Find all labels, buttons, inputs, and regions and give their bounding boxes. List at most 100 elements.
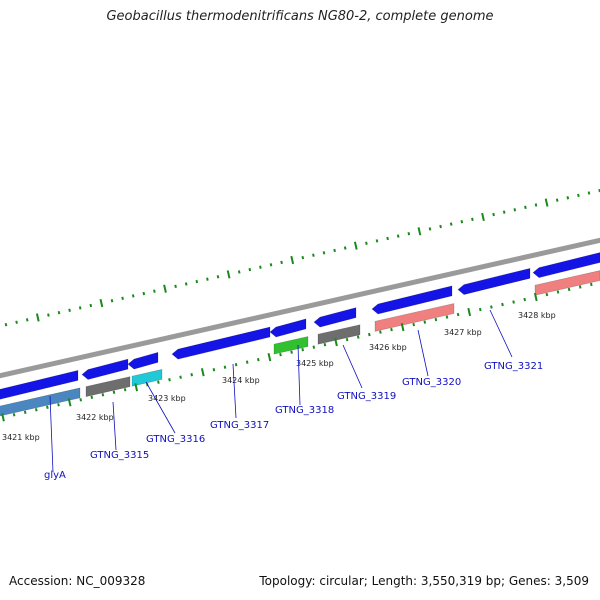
ruler-dot (157, 380, 160, 384)
feature-3320 (374, 303, 455, 332)
scale-ruler (1, 282, 593, 422)
ruler-dot (423, 320, 427, 324)
gene-label[interactable]: GTNG_3321 (484, 361, 543, 372)
gene-arrow-3 (127, 351, 159, 370)
ruler-dot (323, 342, 327, 347)
feature-3315 (85, 376, 131, 397)
accession-text: Accession: NC_009328 (9, 574, 146, 588)
ruler-dot (79, 398, 83, 402)
gene-callout-line (342, 344, 363, 389)
gene-arrow-4 (171, 326, 271, 360)
gene-callout-line (112, 401, 117, 451)
scale-tick-label: 3421 kbp (2, 433, 40, 442)
gene-label[interactable]: GTNG_3316 (146, 434, 205, 445)
outer-dot (269, 263, 273, 267)
ruler-dot (223, 365, 227, 369)
outer-dot (110, 299, 114, 303)
gene-label[interactable]: GTNG_3319 (337, 391, 396, 402)
outer-dot (460, 220, 464, 224)
gene-arrow-5 (269, 318, 307, 338)
outer-dot (57, 310, 61, 315)
outer-major-tick (99, 298, 104, 308)
outer-major-tick (290, 255, 295, 265)
ruler-major-tick (134, 383, 139, 392)
gene-callout-line (297, 344, 301, 406)
ruler-dot (168, 378, 171, 382)
scale-tick-label: 3428 kbp (518, 311, 556, 320)
gene-arrow-7 (371, 285, 453, 315)
outer-major-tick (226, 270, 231, 279)
outer-major-tick (35, 313, 40, 322)
outer-dot (25, 318, 29, 322)
ruler-dot (179, 375, 182, 379)
gene-label[interactable]: GTNG_3318 (275, 405, 334, 416)
outer-dot (89, 303, 93, 308)
outer-dot (68, 308, 71, 312)
gene-callout-line (49, 395, 54, 473)
scale-tick-label: 3422 kbp (76, 413, 114, 422)
genome-backbone (0, 237, 600, 379)
ruler-dot (312, 345, 316, 349)
rna-feature-glyA (0, 387, 81, 417)
outer-dot (153, 289, 156, 293)
gene-arrow-6 (313, 307, 357, 328)
gene-label[interactable]: GTNG_3320 (402, 377, 461, 388)
outer-dot (322, 251, 326, 255)
gene-label[interactable]: GTNG_3315 (90, 450, 149, 461)
ruler-dot (301, 347, 305, 352)
outer-dot (131, 294, 135, 298)
outer-dot (195, 279, 199, 284)
ruler-dot (57, 403, 60, 407)
ruler-dot (456, 312, 460, 317)
ruler-dot (23, 410, 27, 414)
gc-skew-dots (4, 188, 600, 327)
outer-dot (471, 217, 474, 222)
ruler-dot (123, 388, 127, 392)
ruler-dot (279, 352, 282, 357)
ruler-dot (434, 317, 438, 322)
ruler-major-tick (400, 322, 405, 332)
outer-dot (121, 296, 124, 300)
outer-dot (587, 191, 591, 195)
outer-dot (492, 212, 495, 217)
outer-dot (577, 193, 580, 198)
scale-tick-label: 3426 kbp (369, 343, 407, 352)
ruler-dot (412, 322, 416, 327)
feature-3316 (131, 369, 163, 387)
outer-dot (280, 260, 283, 265)
outer-dot (449, 222, 453, 226)
ruler-major-tick (533, 292, 538, 302)
ruler-dot (212, 368, 216, 372)
ruler-dot (112, 390, 116, 394)
ruler-dot (34, 408, 38, 412)
ruler-dot (445, 315, 449, 319)
feature-3321 (534, 270, 600, 296)
backbone-line (0, 237, 600, 379)
ruler-dot (367, 332, 371, 337)
outer-dot (534, 203, 538, 207)
ruler-dot (556, 290, 560, 294)
outer-dot (513, 208, 517, 212)
ruler-dot (46, 405, 49, 409)
outer-major-tick (481, 212, 485, 222)
ruler-dot (512, 300, 515, 304)
outer-dot (428, 227, 432, 231)
gene-label[interactable]: glyA (44, 470, 66, 481)
outer-dot (184, 282, 188, 286)
ruler-dot (12, 413, 16, 417)
ruler-dot (478, 307, 482, 312)
outer-major-tick (544, 198, 549, 207)
gene-callout-line (145, 381, 176, 434)
gene-label[interactable]: GTNG_3317 (210, 420, 269, 431)
gene-callout-line (489, 309, 513, 358)
outer-dot (375, 239, 379, 243)
ruler-dot (256, 357, 260, 362)
outer-dot (524, 205, 527, 210)
ruler-dot (379, 330, 382, 334)
gene-arrow-2 (81, 358, 129, 380)
outer-dot (312, 253, 315, 257)
outer-dot (333, 248, 336, 253)
ruler-dot (390, 327, 393, 332)
outer-dot (259, 265, 262, 269)
